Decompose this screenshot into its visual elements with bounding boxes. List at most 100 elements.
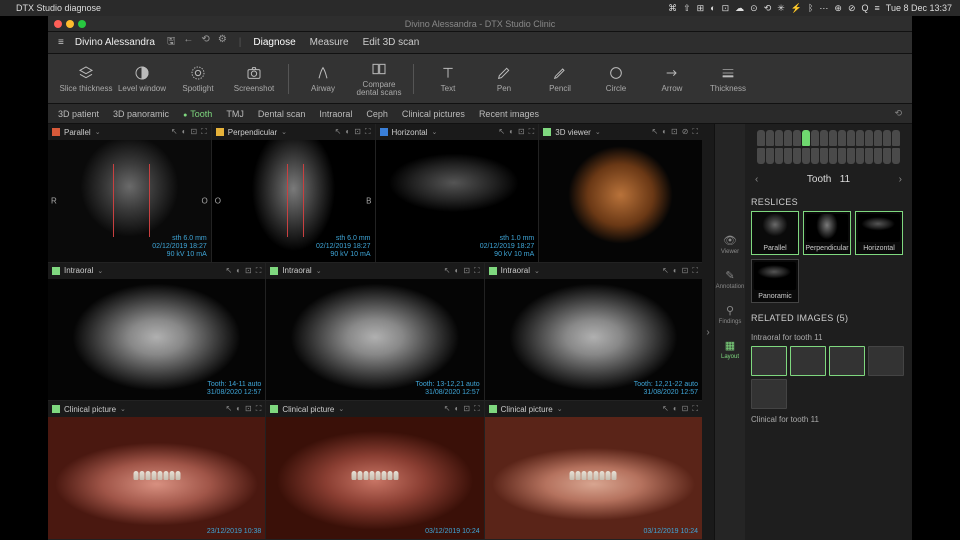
tab-3d-patient[interactable]: 3D patient bbox=[58, 109, 99, 119]
viewport-action-icon[interactable]: ⊘ bbox=[682, 127, 689, 137]
tab-clinical-pictures[interactable]: Clinical pictures bbox=[402, 109, 465, 119]
viewport-action-icon[interactable]: ⊡ bbox=[671, 127, 678, 137]
viewport-action-icon[interactable]: ↖ bbox=[498, 127, 505, 137]
status-icon[interactable]: ≡ bbox=[875, 3, 880, 13]
tooth-chart-item[interactable] bbox=[829, 130, 837, 146]
tooth-chart-item[interactable] bbox=[865, 130, 873, 146]
status-icon[interactable]: ⊙ bbox=[750, 3, 758, 14]
tooth-chart-item[interactable] bbox=[757, 130, 765, 146]
viewport-intraoral[interactable]: Intraoral⌄↖◐⊡⛶Tooth: 13-12,21 auto31/08/… bbox=[266, 263, 484, 401]
tool-screenshot[interactable]: Screenshot bbox=[226, 64, 282, 93]
tooth-chart-item[interactable] bbox=[892, 130, 900, 146]
viewport-action-icon[interactable]: ◐ bbox=[455, 404, 460, 414]
tab-recent-images[interactable]: Recent images bbox=[479, 109, 539, 119]
tooth-chart-item[interactable] bbox=[757, 148, 765, 164]
viewport-clinical-picture[interactable]: Clinical picture⌄↖◐⊡⛶03/12/2019 10:24 bbox=[266, 401, 484, 539]
tooth-chart-item[interactable] bbox=[892, 148, 900, 164]
viewport-horizontal[interactable]: Horizontal⌄↖◐⊡⛶sth 1.0 mm02/12/2019 18:2… bbox=[376, 124, 540, 262]
tooth-chart-item[interactable] bbox=[856, 130, 864, 146]
viewport-action-icon[interactable]: ⊡ bbox=[518, 127, 525, 137]
tooth-chart[interactable] bbox=[751, 130, 906, 164]
viewport-action-icon[interactable]: ⛶ bbox=[474, 404, 480, 414]
chevron-down-icon[interactable]: ⌄ bbox=[281, 128, 287, 136]
viewport-action-icon[interactable]: ↖ bbox=[662, 404, 669, 414]
tool-circle[interactable]: Circle bbox=[588, 64, 644, 93]
chevron-down-icon[interactable]: ⌄ bbox=[97, 267, 103, 275]
tooth-chart-item[interactable] bbox=[802, 130, 810, 146]
tool-slice-thickness[interactable]: Slice thickness bbox=[58, 64, 114, 93]
viewport-action-icon[interactable]: ◐ bbox=[345, 127, 350, 137]
status-icon[interactable]: ⊞ bbox=[697, 3, 705, 14]
tooth-chart-item[interactable] bbox=[775, 148, 783, 164]
tooth-chart-item[interactable] bbox=[847, 130, 855, 146]
tooth-chart-item[interactable] bbox=[775, 130, 783, 146]
viewport-action-icon[interactable]: ⛶ bbox=[692, 127, 698, 137]
related-thumb[interactable] bbox=[829, 346, 865, 376]
viewport-action-icon[interactable]: ↖ bbox=[662, 266, 669, 276]
traffic-dot[interactable] bbox=[66, 20, 74, 28]
tooth-chart-item[interactable] bbox=[820, 130, 828, 146]
viewport-action-icon[interactable]: ⊡ bbox=[682, 266, 689, 276]
tooth-chart-item[interactable] bbox=[829, 148, 837, 164]
tooth-chart-item[interactable] bbox=[838, 148, 846, 164]
tooth-chart-item[interactable] bbox=[883, 148, 891, 164]
gear-icon[interactable]: ⚙ bbox=[218, 34, 227, 51]
tooth-chart-item[interactable] bbox=[811, 148, 819, 164]
side-tab-viewer[interactable]: 👁Viewer bbox=[721, 234, 739, 255]
tab-tooth[interactable]: Tooth bbox=[183, 109, 212, 119]
related-thumb[interactable] bbox=[790, 346, 826, 376]
status-icon[interactable]: ◐ bbox=[710, 3, 715, 13]
viewport-action-icon[interactable]: ⊡ bbox=[190, 127, 197, 137]
chevron-down-icon[interactable]: ⌄ bbox=[595, 128, 601, 136]
mode-measure[interactable]: Measure bbox=[310, 37, 349, 48]
viewport-action-icon[interactable]: ◐ bbox=[455, 266, 460, 276]
window-traffic-lights[interactable] bbox=[54, 20, 86, 28]
next-tooth-button[interactable]: › bbox=[895, 174, 906, 185]
related-thumb[interactable] bbox=[868, 346, 904, 376]
viewport-parallel[interactable]: Parallel⌄↖◐⊡⛶ROsth 6.0 mm02/12/2019 18:2… bbox=[48, 124, 212, 262]
traffic-dot[interactable] bbox=[54, 20, 62, 28]
status-icon[interactable]: ⚡ bbox=[791, 3, 802, 14]
status-icon[interactable]: Q bbox=[862, 3, 869, 13]
status-icon[interactable]: ⌘ bbox=[668, 3, 677, 14]
chevron-down-icon[interactable]: ⌄ bbox=[316, 267, 322, 275]
viewport-action-icon[interactable]: ⊡ bbox=[463, 404, 470, 414]
related-thumb[interactable] bbox=[751, 379, 787, 409]
side-tab-annotation[interactable]: ✎Annotation bbox=[716, 269, 745, 290]
collapse-right-panel-button[interactable]: › bbox=[702, 124, 714, 540]
tool-arrow[interactable]: Arrow bbox=[644, 64, 700, 93]
status-icon[interactable]: ⟲ bbox=[764, 3, 772, 14]
viewport-action-icon[interactable]: ↖ bbox=[171, 127, 178, 137]
tooth-chart-item[interactable] bbox=[820, 148, 828, 164]
viewport-action-icon[interactable]: ◐ bbox=[673, 266, 678, 276]
related-thumb[interactable] bbox=[751, 346, 787, 376]
tooth-chart-item[interactable] bbox=[838, 130, 846, 146]
tooth-chart-item[interactable] bbox=[766, 148, 774, 164]
status-icon[interactable]: ⋯ bbox=[819, 3, 828, 14]
tooth-chart-item[interactable] bbox=[784, 130, 792, 146]
status-icon[interactable]: ☁ bbox=[735, 3, 744, 14]
chevron-down-icon[interactable]: ⌄ bbox=[338, 405, 344, 413]
reslice-parallel[interactable]: Parallel bbox=[751, 211, 799, 255]
tooth-chart-item[interactable] bbox=[847, 148, 855, 164]
save-icon[interactable]: 🖫 bbox=[167, 34, 176, 51]
viewport-action-icon[interactable]: ⛶ bbox=[256, 404, 262, 414]
reslice-perpendicular[interactable]: Perpendicular bbox=[803, 211, 851, 255]
tool-spotlight[interactable]: Spotlight bbox=[170, 64, 226, 93]
hamburger-icon[interactable]: ≡ bbox=[58, 37, 63, 48]
viewport-action-icon[interactable]: ◐ bbox=[182, 127, 187, 137]
tab-ceph[interactable]: Ceph bbox=[366, 109, 388, 119]
chevron-down-icon[interactable]: ⌄ bbox=[534, 267, 540, 275]
viewport-action-icon[interactable]: ⛶ bbox=[474, 266, 480, 276]
viewport-action-icon[interactable]: ⊡ bbox=[682, 404, 689, 414]
viewport-intraoral[interactable]: Intraoral⌄↖◐⊡⛶Tooth: 12,21-22 auto31/08/… bbox=[485, 263, 702, 401]
patient-action-icons[interactable]: 🖫 ← ⟲ ⚙ bbox=[167, 34, 227, 51]
tooth-chart-item[interactable] bbox=[811, 130, 819, 146]
viewport-action-icon[interactable]: ⊡ bbox=[245, 404, 252, 414]
tooth-chart-item[interactable] bbox=[793, 130, 801, 146]
status-icon[interactable]: ᛒ bbox=[808, 3, 813, 13]
viewport-action-icon[interactable]: ⛶ bbox=[365, 127, 371, 137]
chevron-down-icon[interactable]: ⌄ bbox=[557, 405, 563, 413]
viewport-action-icon[interactable]: ↖ bbox=[651, 127, 658, 137]
refresh-icon[interactable]: ⟲ bbox=[201, 34, 209, 51]
